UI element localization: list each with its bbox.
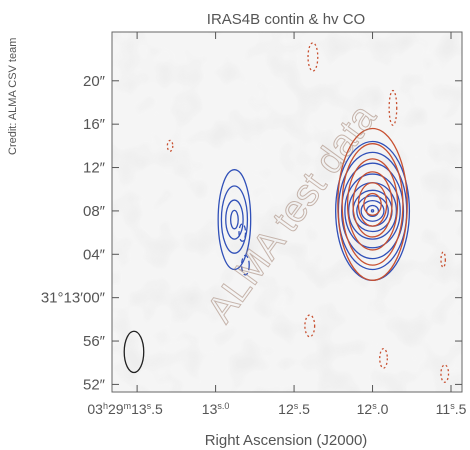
y-tick-label-7: 52″ (83, 376, 106, 393)
y-tick-label-4: 04″ (83, 246, 106, 263)
contour-series-2-source-2-level-0 (166, 139, 174, 152)
contour-series-0-source-1-level-2 (220, 185, 249, 254)
contour-series-1-source-0-level-3 (346, 158, 399, 251)
y-tick-label-5: 31°13′00″ (41, 290, 106, 307)
contour-series-2-source-5-level-0 (440, 251, 446, 268)
x-tick-label-0: 03h29m13s.5 (87, 401, 163, 417)
x-tick-label-4: 11s.5 (436, 401, 467, 417)
plot-area (111, 31, 463, 393)
y-tick-label-1: 16″ (83, 116, 106, 133)
contour-series-1-source-0-level-1 (357, 182, 388, 227)
contour-series-0-source-0-level-6 (344, 173, 401, 249)
y-tick-label-6: 56″ (83, 333, 106, 350)
chart-title: IRAS4B contin & hv CO (207, 11, 365, 28)
contour-series-2-source-1-level-0 (388, 89, 398, 126)
contour-series-0-source-1-level-1 (225, 199, 244, 240)
y-tick-labels: 20″ 16″ 12″ 08″ 04″ 31°13′00″ 56″ 52″ (41, 73, 106, 394)
contour-series-1-source-0-level-4 (341, 143, 404, 266)
x-axis-label: Right Ascension (J2000) (205, 432, 368, 449)
y-tick-label-2: 12″ (83, 160, 106, 177)
x-tick-label-3: 12s.0 (357, 401, 389, 417)
y-tick-label-0: 20″ (83, 73, 106, 90)
contour-series-4-source-0-level-0 (123, 330, 145, 374)
contour-layer (123, 42, 450, 383)
contour-series-0-source-1-level-3 (217, 169, 252, 271)
contour-series-0-source-0-level-1 (365, 204, 380, 217)
contour-series-0-source-0-level-0 (370, 209, 375, 213)
contour-series-3-source-1-level-0 (238, 223, 247, 242)
x-tick-labels: 03h29m13s.5 13s.0 12s.5 12s.0 11s.5 (87, 401, 466, 417)
contour-series-2-source-0-level-0 (307, 42, 319, 72)
contour-series-0-source-0-level-2 (360, 199, 385, 222)
y-tick-label-3: 08″ (83, 203, 106, 220)
credit-text: Credit: ALMA CSV team (7, 38, 19, 155)
contour-series-1-source-0-level-5 (337, 127, 408, 281)
contour-series-0-source-1-level-0 (229, 209, 239, 230)
contour-series-3-source-0-level-0 (240, 254, 250, 276)
tick-marks (112, 32, 462, 392)
contour-series-2-source-3-level-0 (304, 314, 316, 338)
contour-series-2-source-6-level-0 (440, 364, 450, 383)
contour-series-2-source-4-level-0 (379, 347, 388, 369)
x-tick-label-1: 13s.0 (202, 401, 230, 417)
contour-series-1-source-0-level-0 (363, 192, 382, 216)
contour-series-1-source-0-level-2 (352, 171, 393, 238)
x-tick-label-2: 12s.5 (278, 401, 310, 417)
contour-series-0-source-0-level-7 (340, 162, 405, 260)
